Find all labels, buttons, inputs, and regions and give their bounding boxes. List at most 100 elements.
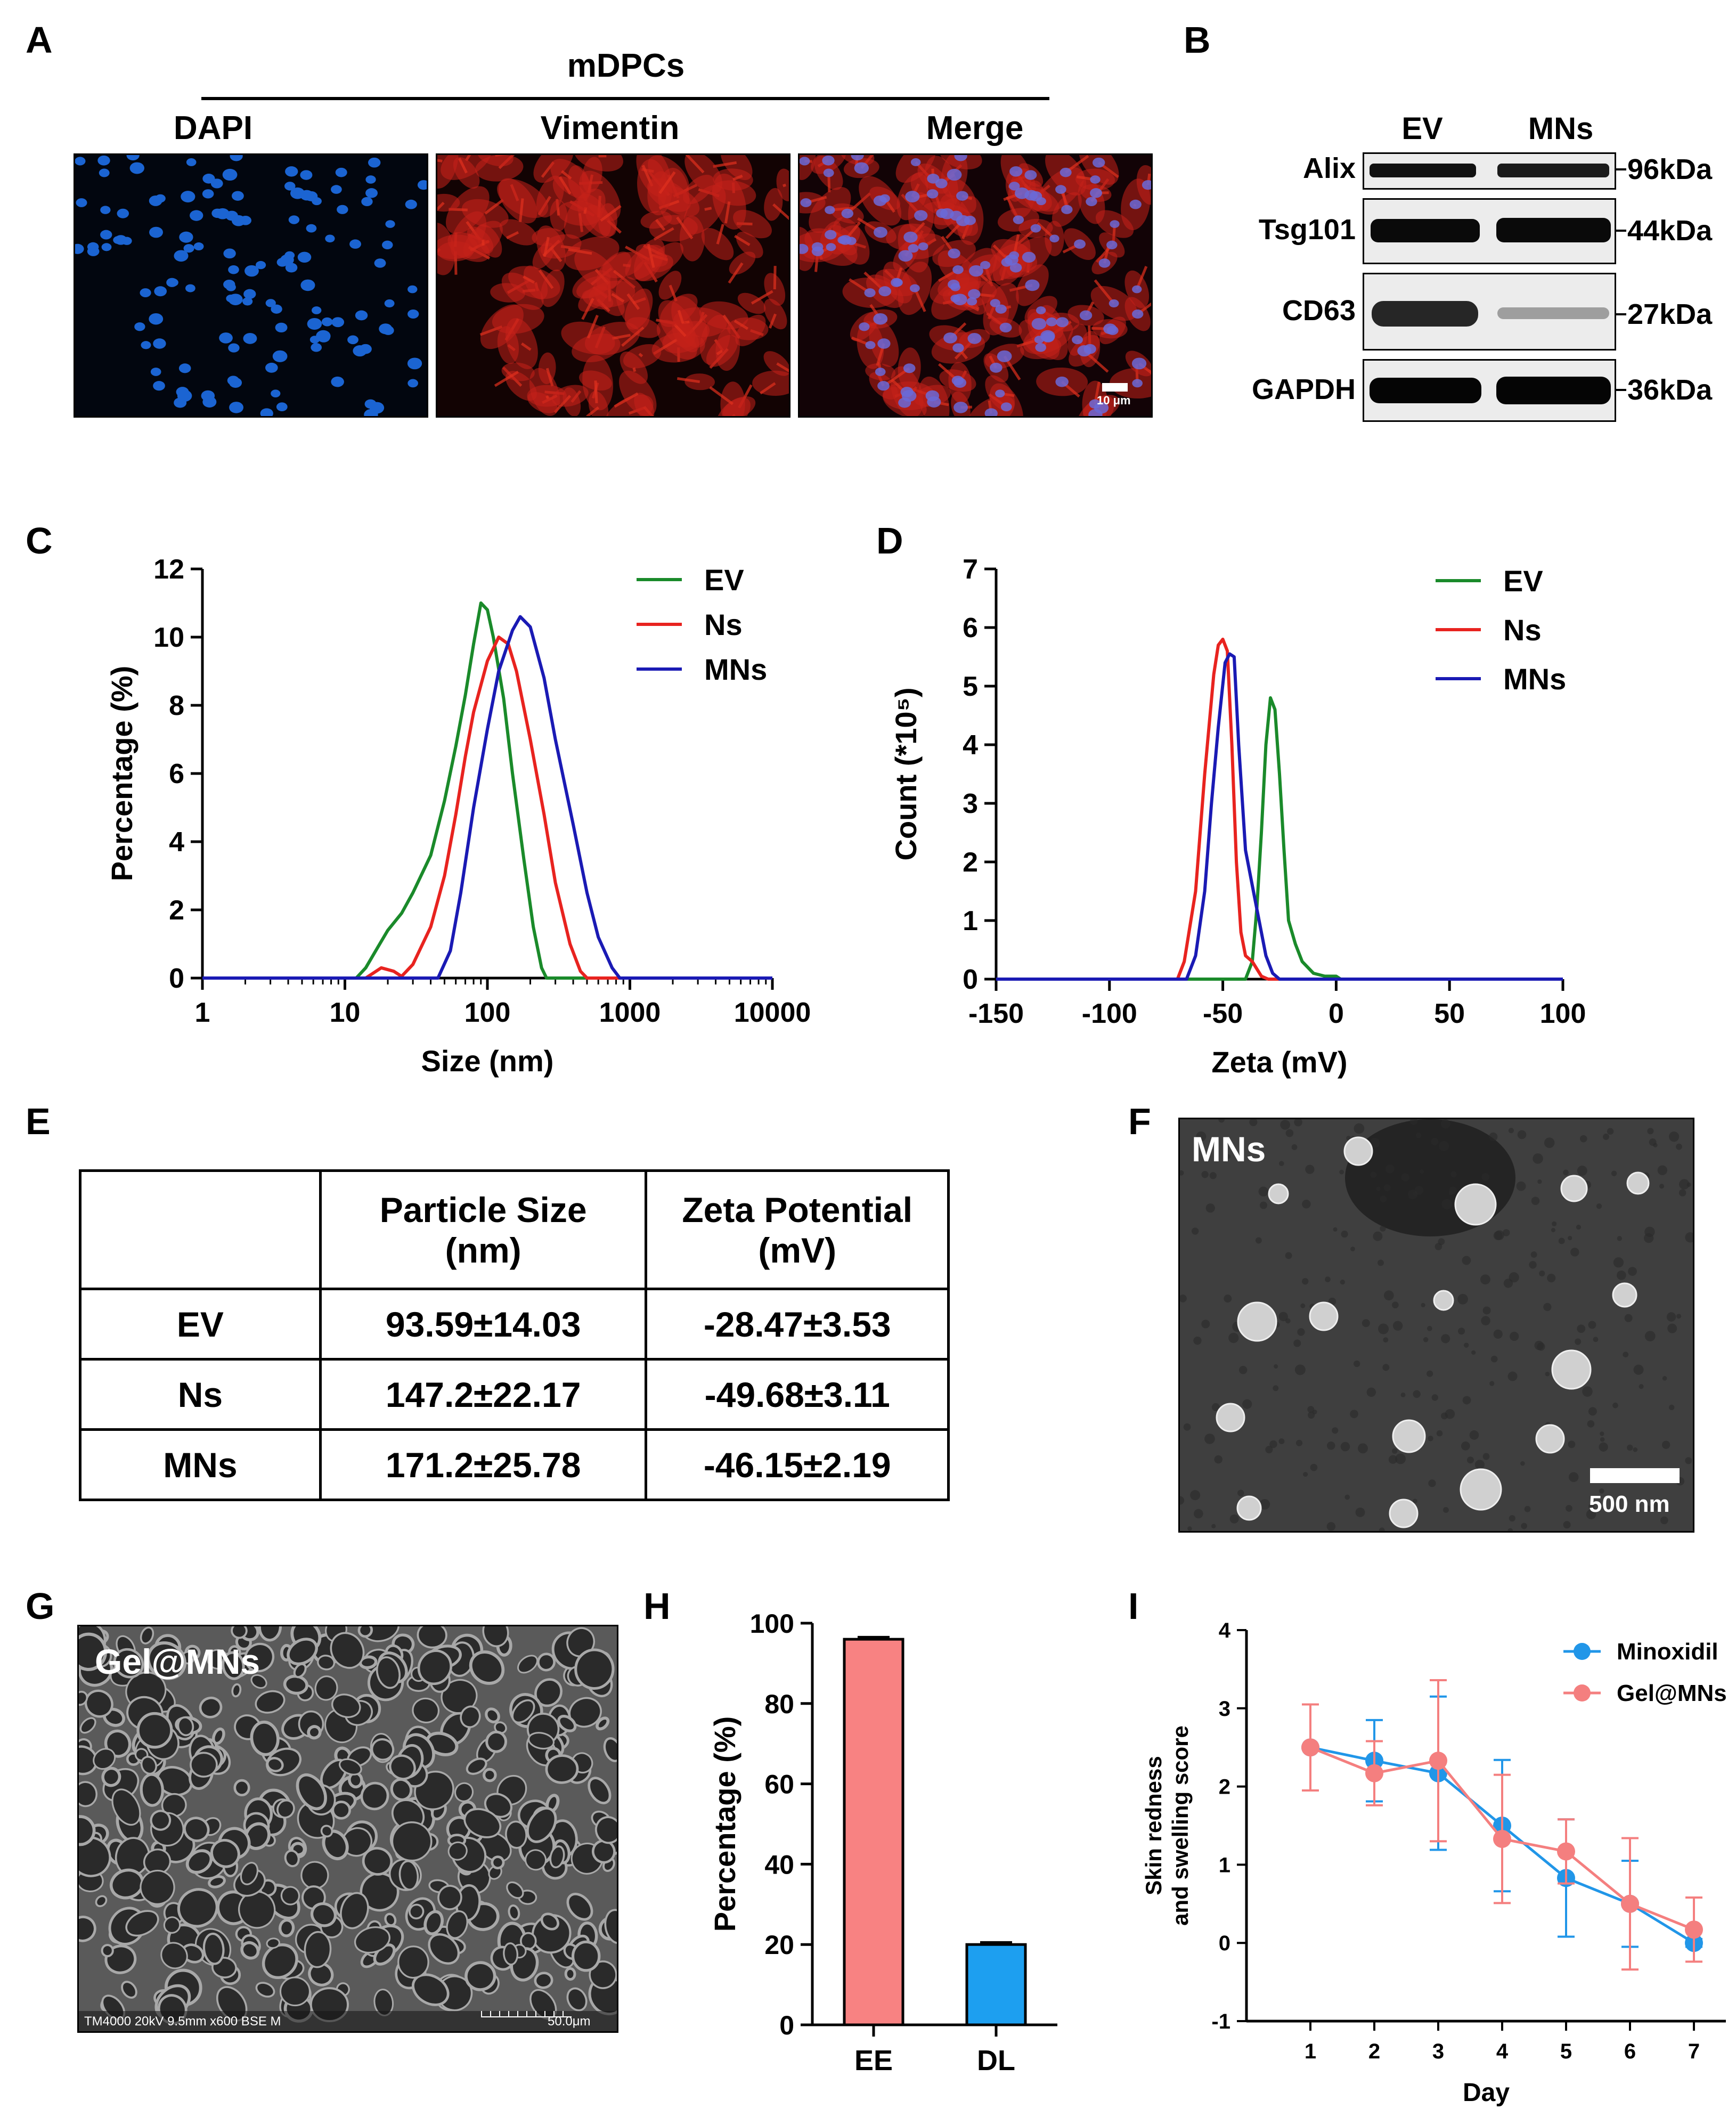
nucleus bbox=[155, 194, 166, 203]
nucleus bbox=[967, 297, 977, 306]
background-speck bbox=[1520, 1461, 1525, 1466]
cell-body bbox=[527, 385, 567, 407]
nanoparticle bbox=[1237, 1301, 1277, 1342]
cell-process bbox=[653, 227, 674, 241]
background-speck bbox=[1509, 1272, 1519, 1283]
nucleus bbox=[952, 343, 964, 353]
background-speck bbox=[1494, 1230, 1505, 1240]
pore bbox=[390, 1778, 413, 1801]
x-axis-label: Day bbox=[1463, 2079, 1510, 2107]
pore bbox=[506, 1881, 524, 1899]
nucleus bbox=[948, 248, 960, 259]
cell-process bbox=[647, 243, 655, 268]
nucleus bbox=[1088, 409, 1103, 416]
nucleus bbox=[1055, 185, 1066, 194]
pore bbox=[537, 1652, 556, 1672]
pore bbox=[136, 1712, 173, 1749]
nucleus bbox=[311, 306, 322, 314]
background-speck bbox=[1373, 1231, 1383, 1241]
background-speck bbox=[1599, 1442, 1608, 1452]
table-cell: -28.47±3.53 bbox=[645, 1288, 950, 1361]
background-speck bbox=[1480, 1274, 1490, 1285]
background-speck bbox=[1395, 1453, 1406, 1464]
nucleus bbox=[201, 390, 215, 402]
size-distribution-chart: 0 2 4 6 8 10 12 1 10 100 1000 10000 Size (nm) Percent… bbox=[105, 554, 811, 1078]
nucleus bbox=[75, 157, 86, 166]
legend-label-ev: EV bbox=[704, 563, 744, 597]
nucleus bbox=[1049, 234, 1059, 243]
nucleus bbox=[1030, 224, 1041, 233]
nucleus bbox=[134, 322, 145, 331]
pore bbox=[412, 1973, 450, 2006]
cell-process bbox=[594, 380, 598, 403]
nucleus bbox=[149, 313, 164, 325]
pore bbox=[231, 1683, 242, 1698]
pore bbox=[571, 1940, 601, 1972]
pore bbox=[460, 1705, 481, 1728]
nucleus bbox=[1079, 310, 1093, 321]
panel-label-a: A bbox=[26, 19, 53, 61]
nucleus bbox=[1103, 323, 1117, 335]
background-speck bbox=[1644, 1505, 1651, 1511]
background-speck bbox=[1180, 1294, 1187, 1302]
vimentin-image bbox=[436, 153, 790, 418]
nucleus bbox=[364, 399, 377, 409]
cell-process bbox=[484, 199, 504, 215]
background-speck bbox=[1537, 1342, 1545, 1351]
pore bbox=[592, 1839, 616, 1864]
background-speck bbox=[1624, 1314, 1633, 1322]
background-speck bbox=[1524, 1505, 1531, 1512]
nucleus bbox=[898, 250, 913, 262]
background-speck bbox=[1201, 1171, 1209, 1178]
nucleus bbox=[1046, 317, 1057, 327]
pore bbox=[505, 1820, 527, 1849]
nucleus bbox=[826, 243, 836, 251]
pore bbox=[397, 1945, 429, 1979]
background-speck bbox=[1649, 1138, 1657, 1146]
cell-process bbox=[612, 333, 631, 340]
nucleus bbox=[365, 188, 378, 198]
kda-tick-alix bbox=[1615, 168, 1626, 170]
background-speck bbox=[1668, 1131, 1680, 1142]
nucleus bbox=[1077, 345, 1091, 357]
series-line-mns bbox=[202, 615, 772, 980]
background-speck bbox=[1633, 1447, 1638, 1452]
nucleus bbox=[891, 278, 902, 287]
pore bbox=[485, 1730, 507, 1753]
background-speck bbox=[1507, 1528, 1513, 1531]
cell-process bbox=[545, 395, 549, 400]
cell-body bbox=[659, 294, 698, 327]
nucleus bbox=[1132, 309, 1144, 319]
background-speck bbox=[1544, 1137, 1555, 1148]
cell-process bbox=[553, 395, 572, 413]
series-line-ns bbox=[202, 636, 772, 980]
table-cell: -46.15±2.19 bbox=[645, 1428, 950, 1501]
cell-process bbox=[523, 275, 535, 284]
background-speck bbox=[1510, 1331, 1519, 1341]
pore bbox=[266, 1937, 280, 1949]
data-point-gel@mns bbox=[1685, 1920, 1703, 1939]
blot-cd63 bbox=[1363, 273, 1616, 351]
kda-alix: 96kDa bbox=[1627, 153, 1713, 185]
cell-process bbox=[626, 293, 640, 310]
pore bbox=[511, 1699, 535, 1724]
background-speck bbox=[1443, 1507, 1449, 1513]
panel-label-b: B bbox=[1184, 19, 1211, 61]
y-tick-label: 2 bbox=[963, 847, 978, 878]
background-speck bbox=[1278, 1438, 1285, 1444]
background-speck bbox=[1644, 1233, 1654, 1243]
background-speck bbox=[1570, 1248, 1579, 1257]
pore bbox=[527, 1732, 555, 1750]
cell-process bbox=[776, 362, 789, 373]
cell-body bbox=[683, 184, 726, 234]
background-speck bbox=[1378, 1259, 1384, 1266]
pore bbox=[222, 1651, 245, 1680]
nucleus bbox=[800, 198, 812, 207]
vimentin-cell-group bbox=[437, 155, 789, 416]
nucleus bbox=[1061, 205, 1073, 214]
background-speck bbox=[1302, 1200, 1311, 1209]
pore bbox=[287, 1638, 318, 1666]
pore bbox=[262, 1943, 298, 1980]
background-speck bbox=[1474, 1460, 1485, 1470]
pore bbox=[464, 1961, 496, 1991]
